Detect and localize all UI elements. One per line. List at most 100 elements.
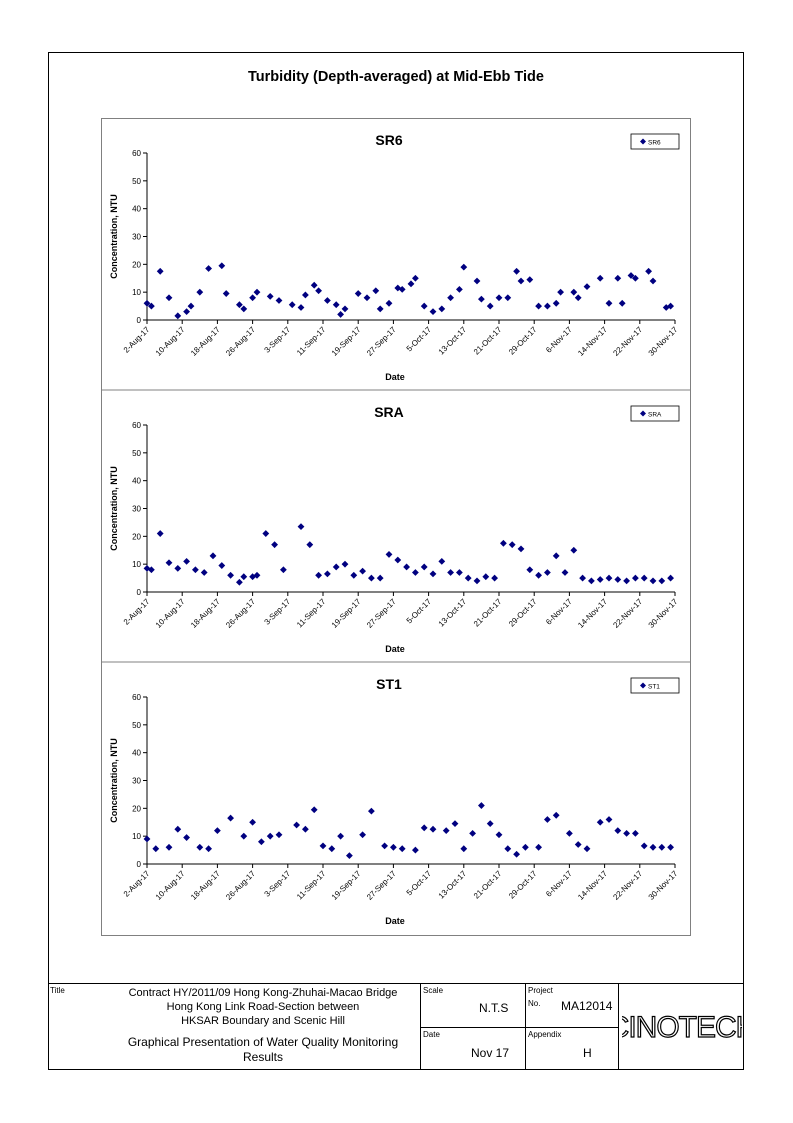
x-tick-label: 19-Sep-17: [330, 325, 363, 358]
date-label: Date: [423, 1030, 440, 1039]
data-point: [394, 556, 402, 564]
x-tick-label: 22-Nov-17: [611, 869, 644, 902]
legend-box: [630, 677, 680, 694]
data-point: [583, 283, 591, 290]
data-point: [227, 571, 234, 579]
data-point: [174, 564, 182, 572]
x-tick-label: 18-Aug-17: [189, 325, 222, 358]
x-tick-label: 10-Aug-17: [154, 325, 187, 358]
data-point: [596, 274, 604, 282]
data-point: [398, 285, 406, 293]
cinotech-logo: CINOTECH: [620, 983, 744, 1070]
data-point: [266, 292, 274, 300]
data-point: [486, 820, 494, 828]
data-point: [667, 843, 674, 851]
contract-title-line: Contract HY/2011/09 Hong Kong-Zhuhai-Mac…: [128, 987, 398, 999]
data-point: [297, 523, 305, 530]
data-point: [385, 551, 393, 558]
title-cell: Title Contract HY/2011/09 Hong Kong-Zhuh…: [48, 984, 421, 1070]
appendix-label: Appendix: [528, 1030, 562, 1039]
x-tick-label: 11-Sep-17: [295, 869, 328, 902]
data-point: [262, 530, 270, 537]
y-tick-label: 60: [132, 421, 141, 430]
data-point: [464, 574, 472, 582]
y-tick-label: 0: [137, 860, 142, 869]
data-point: [460, 845, 468, 853]
project-cell: Project No. MA12014: [526, 984, 619, 1028]
y-tick-label: 30: [132, 505, 141, 514]
data-point: [420, 302, 428, 310]
data-point: [319, 842, 327, 850]
data-point: [156, 267, 164, 275]
data-point: [324, 297, 331, 304]
x-tick-label: 26-Aug-17: [224, 325, 257, 358]
data-point: [588, 577, 595, 585]
data-point: [271, 541, 278, 549]
data-point: [469, 829, 476, 837]
data-point: [429, 570, 437, 578]
scale-cell: Scale N.T.S: [421, 984, 526, 1028]
data-point: [451, 820, 459, 828]
x-tick-label: 13-Oct-17: [437, 869, 469, 901]
data-point: [332, 301, 340, 309]
x-tick-label: 21-Oct-17: [472, 597, 504, 629]
data-point: [143, 835, 151, 843]
data-point: [495, 294, 503, 302]
x-tick-label: 13-Oct-17: [437, 325, 469, 357]
data-point: [504, 845, 512, 853]
legend-box: [630, 133, 680, 150]
x-tick-label: 11-Sep-17: [295, 597, 328, 630]
data-point: [350, 571, 358, 579]
data-point: [632, 829, 639, 837]
data-point: [275, 297, 283, 304]
y-tick-label: 40: [132, 205, 141, 214]
data-point: [390, 843, 397, 851]
data-point: [183, 308, 190, 316]
data-point: [429, 308, 437, 316]
chart-title: SRA: [374, 404, 404, 420]
data-point: [240, 573, 248, 581]
data-point: [381, 842, 388, 850]
data-point: [249, 818, 256, 826]
data-point: [337, 832, 344, 840]
x-tick-label: 3-Sep-17: [263, 869, 293, 899]
chart-title: SR6: [375, 132, 402, 148]
data-point: [447, 294, 454, 302]
y-tick-label: 30: [132, 233, 141, 242]
data-point: [376, 305, 384, 313]
data-point: [403, 563, 410, 571]
data-point: [302, 825, 309, 833]
data-point: [372, 287, 380, 295]
data-point: [420, 824, 428, 832]
data-point: [297, 304, 305, 311]
y-tick-label: 50: [132, 721, 141, 730]
x-tick-label: 27-Sep-17: [365, 869, 398, 902]
data-point: [649, 843, 657, 851]
data-point: [200, 569, 208, 576]
data-point: [240, 305, 248, 313]
x-tick-label: 14-Nov-17: [576, 325, 609, 358]
data-point: [412, 569, 419, 576]
x-tick-label: 29-Oct-17: [507, 869, 539, 901]
data-point: [442, 827, 450, 835]
contract-title: Contract HY/2011/09 Hong Kong-Zhuhai-Mac…: [108, 986, 418, 1028]
chart-panel-sra: SRA 0 10 20 30 40 50 60 2-Aug-17 10-Aug-17 18-Aug-…: [109, 404, 680, 654]
data-point: [605, 574, 613, 582]
data-point: [156, 530, 164, 537]
data-point: [614, 274, 622, 282]
x-tick-label: 27-Sep-17: [365, 597, 398, 630]
y-tick-label: 10: [132, 560, 141, 569]
data-point: [557, 288, 564, 296]
project-no-label: No.: [528, 999, 541, 1008]
data-point: [196, 288, 204, 296]
data-point: [394, 284, 402, 292]
data-point: [412, 274, 419, 282]
appendix-cell: Appendix H: [526, 1028, 619, 1070]
data-point: [385, 299, 393, 307]
data-point: [495, 831, 503, 839]
x-tick-label: 6-Nov-17: [544, 869, 574, 899]
data-point: [640, 574, 648, 582]
subtitle-line: Graphical Presentation of Water Quality …: [127, 1035, 399, 1049]
x-tick-label: 3-Sep-17: [263, 325, 293, 355]
